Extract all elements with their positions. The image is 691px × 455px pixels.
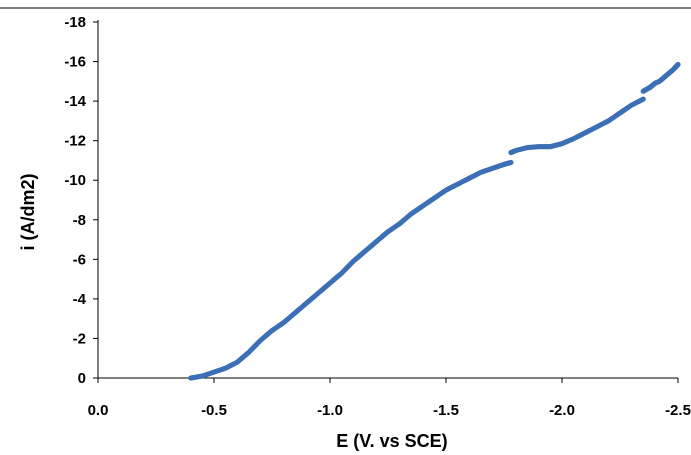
y-tick-label: -12 bbox=[64, 133, 86, 150]
x-tick-label: -1.5 bbox=[433, 402, 459, 419]
y-tick-label: -18 bbox=[64, 14, 86, 31]
y-tick-label: -4 bbox=[73, 291, 87, 308]
y-tick-label: -8 bbox=[73, 212, 86, 229]
y-axis-title: i (A/dm2) bbox=[18, 173, 38, 250]
y-tick-label: -14 bbox=[64, 93, 86, 110]
y-tick-label: -2 bbox=[73, 330, 86, 347]
data-point bbox=[640, 96, 646, 102]
x-tick-label: 0.0 bbox=[88, 402, 109, 419]
data-series bbox=[188, 61, 681, 381]
y-tick-label: -16 bbox=[64, 54, 86, 71]
data-point bbox=[508, 159, 514, 166]
x-tick-label: -0.5 bbox=[201, 402, 227, 419]
y-tick-label: -10 bbox=[64, 172, 86, 189]
y-tick-label: -6 bbox=[73, 251, 86, 268]
x-tick-label: -2.0 bbox=[549, 402, 575, 419]
x-tick-label: -2.5 bbox=[665, 402, 691, 419]
x-axis: 0.0 -0.5 -1.0 -1.5 -2.0 -2.5 bbox=[88, 377, 691, 419]
y-tick-label: 0 bbox=[78, 370, 86, 387]
y-axis: 0 -2 -4 -6 -8 -10 -12 -14 -16 -18 bbox=[64, 14, 99, 387]
data-point bbox=[675, 61, 681, 68]
x-axis-title: E (V. vs SCE) bbox=[336, 431, 447, 451]
x-tick-label: -1.0 bbox=[317, 402, 343, 419]
